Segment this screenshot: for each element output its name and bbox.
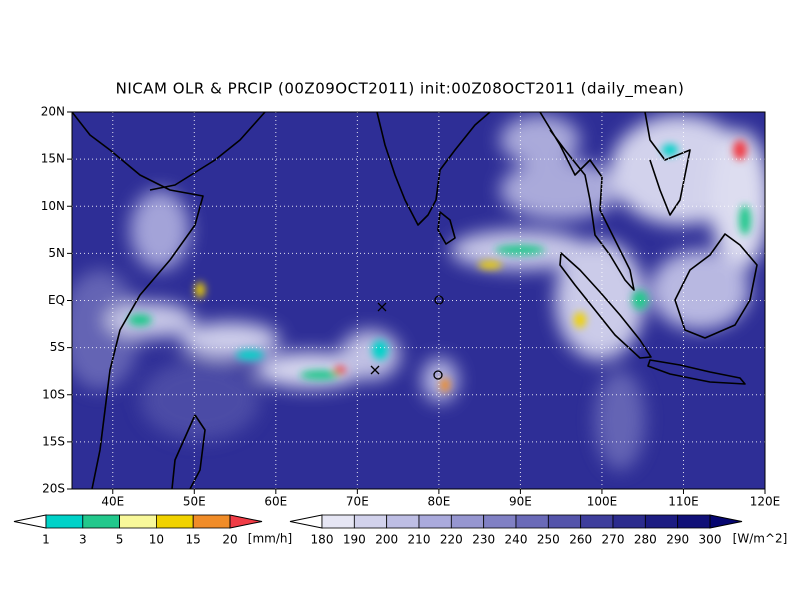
grid xyxy=(72,112,765,489)
lon-tick-label: 120E xyxy=(750,495,781,509)
colorbar-label: 220 xyxy=(440,533,463,547)
lat-tick-label: 15N xyxy=(41,152,65,166)
colorbar-segment xyxy=(82,514,121,529)
lon-tick-label: 100E xyxy=(587,495,618,509)
lon-tick-label: 90E xyxy=(509,495,532,509)
colorbar-label: 280 xyxy=(634,533,657,547)
lon-tick-label: 70E xyxy=(346,495,369,509)
colorbar-high-triangle xyxy=(709,514,743,529)
lat-tick-label: 10S xyxy=(42,387,65,401)
precip-cells xyxy=(128,140,751,392)
lat-tick-label: 10N xyxy=(41,199,65,213)
colorbar-segment xyxy=(515,514,549,529)
colorbar-label: 3 xyxy=(79,533,87,547)
colorbars: 1 3 5 10 15 20 [mm/h] 180 190 200 210 220 230 240 250 2… xyxy=(13,514,788,547)
axis-ticks: 20N 15N 10N 5N EQ 5S 10S 15S 20S 40E 50E 60E 70E 80E 9… xyxy=(41,105,781,509)
lat-tick-label: 20S xyxy=(42,482,65,496)
coastlines xyxy=(72,112,758,489)
colorbar-segment xyxy=(386,514,420,529)
colorbar-segment xyxy=(644,514,679,529)
colorbar-segment xyxy=(418,514,452,529)
colorbar-segment xyxy=(677,514,711,529)
colorbar-segment xyxy=(192,514,231,529)
lon-tick-label: 50E xyxy=(183,495,206,509)
colorbar-segment xyxy=(45,514,84,529)
colorbar-label: 10 xyxy=(149,533,164,547)
lon-tick-label: 60E xyxy=(264,495,287,509)
colorbar-label: 270 xyxy=(602,533,625,547)
colorbar-segment xyxy=(483,514,517,529)
colorbar-high-triangle xyxy=(229,514,263,529)
colorbar-segment xyxy=(321,514,355,529)
lat-tick-label: 20N xyxy=(41,105,65,119)
colorbar-label: 190 xyxy=(343,533,366,547)
colorbar-segment xyxy=(155,514,194,529)
colorbar-segment xyxy=(119,514,157,529)
colorbar-label: 260 xyxy=(569,533,592,547)
colorbar-label: 230 xyxy=(472,533,495,547)
colorbar-label: 20 xyxy=(222,533,237,547)
colorbar-segment xyxy=(353,514,388,529)
colorbar-label: 5 xyxy=(116,533,124,547)
lat-tick-label: 15S xyxy=(42,434,65,448)
lon-tick-label: 40E xyxy=(101,495,124,509)
colorbar-label: 1 xyxy=(42,533,50,547)
lat-tick-label: 5N xyxy=(48,246,65,260)
colorbar-label: 240 xyxy=(505,533,528,547)
colorbar-label: 300 xyxy=(699,533,722,547)
colorbar-low-triangle xyxy=(289,514,323,529)
lat-tick-label: 5S xyxy=(50,340,65,354)
colorbar-low-triangle xyxy=(13,514,47,529)
colorbar-unit: [mm/h] xyxy=(248,532,292,546)
colorbar-label: 15 xyxy=(186,533,201,547)
lat-tick-label: EQ xyxy=(48,293,65,307)
map-area xyxy=(72,112,765,489)
lon-tick-label: 80E xyxy=(427,495,450,509)
colorbar-label: 180 xyxy=(311,533,334,547)
colorbar-unit: [W/m^2] xyxy=(733,532,788,546)
cloud-fields xyxy=(72,115,765,470)
title: NICAM OLR & PRCIP (00Z09OCT2011) init:00… xyxy=(116,80,685,99)
colorbar-segment xyxy=(580,514,614,529)
colorbar-label: 250 xyxy=(537,533,560,547)
lon-tick-label: 110E xyxy=(668,495,699,509)
colorbar-segment xyxy=(450,514,485,529)
colorbar-segment xyxy=(612,514,646,529)
colorbar-label: 290 xyxy=(666,533,689,547)
colorbar-label: 200 xyxy=(375,533,398,547)
colorbar-label: 210 xyxy=(408,533,431,547)
colorbar-segment xyxy=(547,514,582,529)
